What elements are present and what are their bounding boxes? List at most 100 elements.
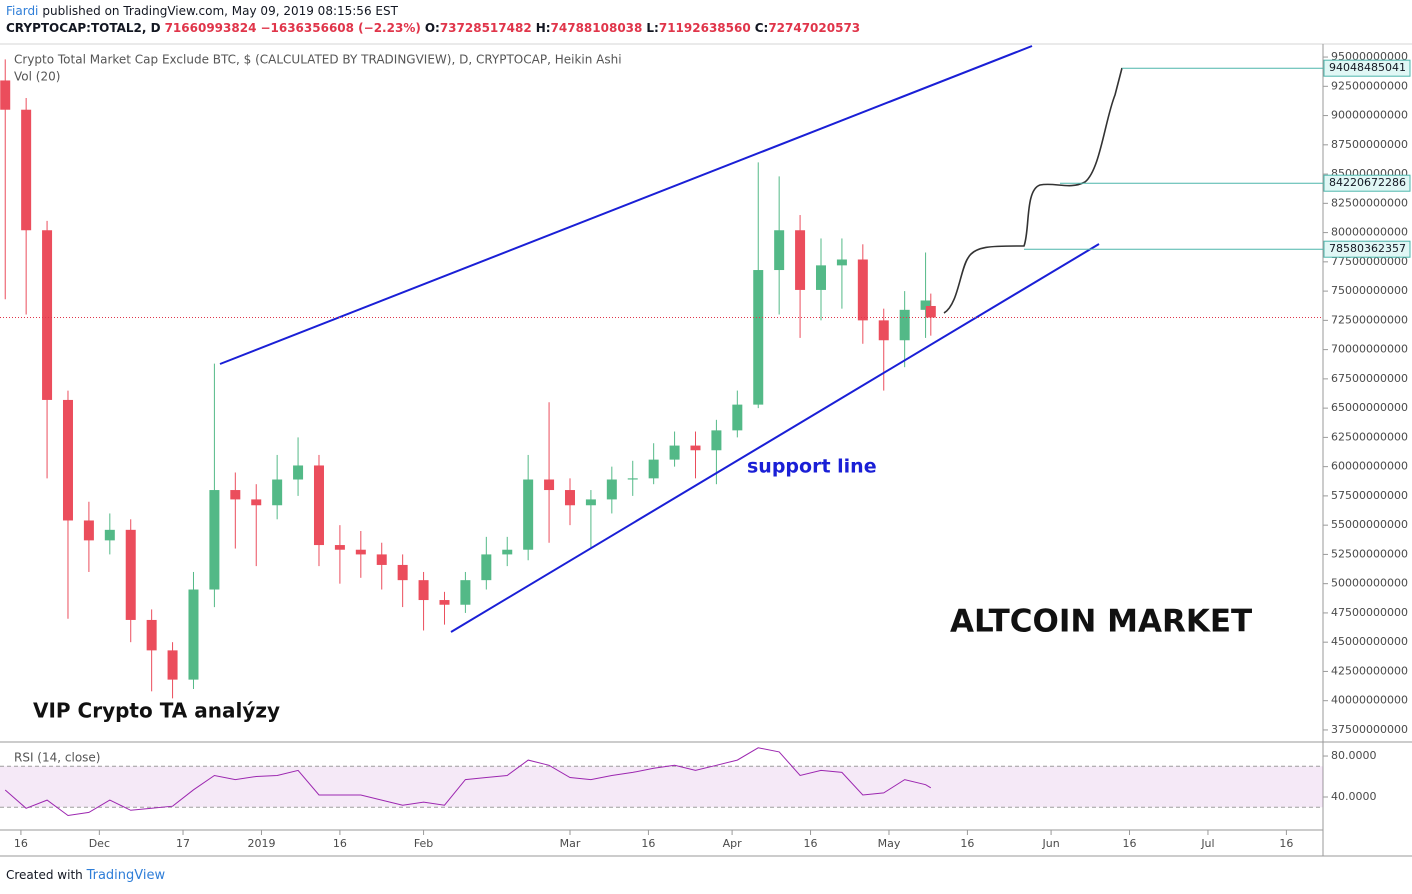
x-tick-label: 2019 xyxy=(247,837,275,850)
candle-body xyxy=(878,320,889,341)
candle-body xyxy=(753,270,764,405)
y-tick-label: 77500000000 xyxy=(1331,255,1408,268)
candle-body xyxy=(460,580,471,605)
trend-line xyxy=(450,243,1100,633)
y-tick-label: 42500000000 xyxy=(1331,664,1408,677)
ohlc-value: 72747020573 xyxy=(768,21,861,35)
candle-body xyxy=(272,479,283,506)
candle-body xyxy=(523,479,534,550)
candle-body xyxy=(125,529,136,620)
candle-body xyxy=(774,230,785,271)
candle-body xyxy=(334,545,345,550)
change: −1636356608 (−2.23%) xyxy=(260,21,421,35)
y-tick-label: 47500000000 xyxy=(1331,606,1408,619)
annotation: ALTCOIN MARKET xyxy=(950,604,1252,640)
price-tag-label: 94048485041 xyxy=(1329,61,1406,74)
y-tick-label: 82500000000 xyxy=(1331,196,1408,209)
candle-body xyxy=(62,399,73,521)
y-tick-label: 80000000000 xyxy=(1331,226,1408,239)
candle-body xyxy=(711,430,722,451)
price-tag-label: 84220672286 xyxy=(1329,176,1406,189)
candle-body xyxy=(920,300,931,310)
candle-body xyxy=(857,259,868,321)
candle-body xyxy=(585,499,596,506)
volume-label: Vol (20) xyxy=(14,70,60,84)
x-tick-label: 16 xyxy=(333,837,347,850)
candle-body xyxy=(0,80,11,110)
candle-body xyxy=(564,490,575,506)
y-tick-label: 80.0000 xyxy=(1331,749,1377,762)
y-tick-label: 70000000000 xyxy=(1331,343,1408,356)
candle-body xyxy=(418,580,429,601)
ohlc-label: C: xyxy=(754,21,769,35)
y-tick-label: 67500000000 xyxy=(1331,372,1408,385)
candle-body xyxy=(355,549,366,555)
y-tick-label: 60000000000 xyxy=(1331,460,1408,473)
candle-body xyxy=(313,465,324,546)
y-tick-label: 87500000000 xyxy=(1331,138,1408,151)
candle-body xyxy=(251,499,262,506)
candle-body xyxy=(42,230,53,400)
x-tick-label: Jun xyxy=(1041,837,1059,850)
x-tick-label: 17 xyxy=(176,837,190,850)
candle-body xyxy=(815,265,826,290)
x-tick-label: May xyxy=(878,837,901,850)
footer: Created with TradingView xyxy=(6,868,165,883)
candle-body xyxy=(481,554,492,581)
price-tag xyxy=(1323,174,1411,192)
chart-title: Crypto Total Market Cap Exclude BTC, $ (… xyxy=(14,53,622,67)
price-tag xyxy=(1323,59,1411,77)
last: 71660993824 xyxy=(164,21,257,35)
quote-line: CRYPTOCAP:TOTAL2, D 71660993824 −163635660… xyxy=(6,21,864,35)
y-tick-label: 90000000000 xyxy=(1331,109,1408,122)
y-tick-label: 37500000000 xyxy=(1331,723,1408,736)
candle-body xyxy=(732,404,743,431)
candle-body xyxy=(21,109,32,231)
y-tick-label: 52500000000 xyxy=(1331,547,1408,560)
x-tick-label: Feb xyxy=(414,837,433,850)
candle-body xyxy=(146,619,157,651)
y-tick-label: 62500000000 xyxy=(1331,430,1408,443)
footer-text: Created with xyxy=(6,868,83,882)
y-tick-label: 92500000000 xyxy=(1331,79,1408,92)
symbol: CRYPTOCAP:TOTAL2, D xyxy=(6,21,161,35)
price-tag-label: 78580362357 xyxy=(1329,242,1406,255)
candle-body xyxy=(544,479,555,491)
brand[interactable]: TradingView xyxy=(86,868,166,883)
y-tick-label: 65000000000 xyxy=(1331,401,1408,414)
x-tick-label: 16 xyxy=(14,837,28,850)
annotation: support line xyxy=(747,456,877,478)
y-tick-label: 40.0000 xyxy=(1331,790,1377,803)
candle-body xyxy=(83,520,94,541)
ohlc-label: H: xyxy=(535,21,551,35)
rsi-band xyxy=(0,766,1323,808)
trend-line xyxy=(219,45,1033,365)
author[interactable]: Fiardi xyxy=(6,4,39,18)
candle-body xyxy=(795,230,806,290)
y-tick-label: 40000000000 xyxy=(1331,694,1408,707)
rsi-label: RSI (14, close) xyxy=(14,751,100,765)
candle-body xyxy=(397,564,408,581)
header-line: Fiardi published on TradingView.com, May … xyxy=(6,4,402,18)
candle-body xyxy=(648,459,659,479)
x-tick-label: Dec xyxy=(89,837,110,850)
candle-body xyxy=(925,305,936,318)
candle-body xyxy=(606,479,617,500)
candle-body xyxy=(669,445,680,460)
y-tick-label: 55000000000 xyxy=(1331,518,1408,531)
candle-body xyxy=(104,529,115,541)
price-tag xyxy=(1323,240,1411,258)
published: published on TradingView.com, May 09, 20… xyxy=(42,4,398,18)
ohlc-label: L: xyxy=(646,21,659,35)
candle-body xyxy=(502,549,513,555)
y-tick-label: 45000000000 xyxy=(1331,635,1408,648)
x-tick-label: 16 xyxy=(1123,837,1137,850)
candle-body xyxy=(188,589,199,680)
candle-body xyxy=(690,445,701,451)
candle-body xyxy=(230,490,241,500)
projection-curve xyxy=(943,67,1123,314)
rsi-line xyxy=(4,747,932,817)
candle-body xyxy=(899,309,910,341)
